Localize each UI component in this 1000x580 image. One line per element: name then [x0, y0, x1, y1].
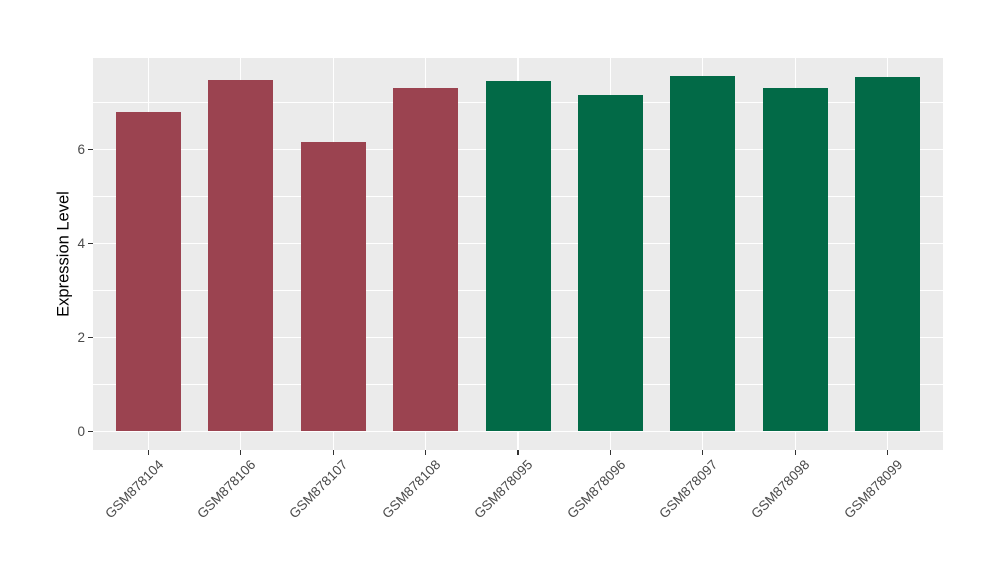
- y-tick-label: 2: [77, 329, 85, 345]
- x-tick-mark: [425, 450, 427, 455]
- x-tick-label-GSM878106: GSM878106: [194, 457, 259, 522]
- x-tick-label-GSM878095: GSM878095: [471, 457, 536, 522]
- x-tick-label-GSM878099: GSM878099: [840, 457, 906, 522]
- y-tick-label: 6: [77, 141, 85, 157]
- x-tick-label-GSM878096: GSM878096: [563, 457, 628, 522]
- x-tick-label-GSM878104: GSM878104: [101, 457, 166, 522]
- x-tick-mark: [517, 450, 519, 455]
- x-tick-mark: [240, 450, 242, 455]
- x-tick-label-GSM878108: GSM878108: [378, 457, 444, 522]
- y-tick-label: 4: [77, 235, 85, 251]
- y-tick-mark: [87, 242, 93, 245]
- bar-GSM878104: [115, 111, 181, 432]
- bar-GSM878106: [208, 79, 274, 432]
- x-tick-mark: [702, 450, 704, 455]
- y-tick-mark: [87, 148, 93, 151]
- y-tick-mark: [87, 430, 93, 433]
- bar-GSM878095: [485, 81, 551, 432]
- bar-GSM878099: [855, 76, 921, 432]
- y-tick-mark: [87, 336, 93, 339]
- x-tick-mark: [147, 450, 149, 455]
- x-tick-mark: [332, 450, 334, 455]
- bar-GSM878097: [670, 75, 736, 432]
- y-axis-title: Expression Level: [54, 191, 73, 317]
- y-tick-label: 0: [77, 423, 85, 439]
- bar-GSM878098: [762, 87, 828, 432]
- x-tick-label-GSM878107: GSM878107: [286, 457, 351, 522]
- plot-panel: [92, 57, 943, 450]
- x-tick-label-GSM878097: GSM878097: [656, 457, 721, 522]
- x-tick-mark: [887, 450, 889, 455]
- bar-GSM878108: [393, 87, 459, 432]
- x-tick-label-GSM878098: GSM878098: [748, 457, 813, 522]
- bar-GSM878096: [577, 94, 643, 432]
- x-tick-mark: [609, 450, 611, 455]
- x-tick-mark: [794, 450, 796, 455]
- bar-GSM878107: [300, 142, 366, 432]
